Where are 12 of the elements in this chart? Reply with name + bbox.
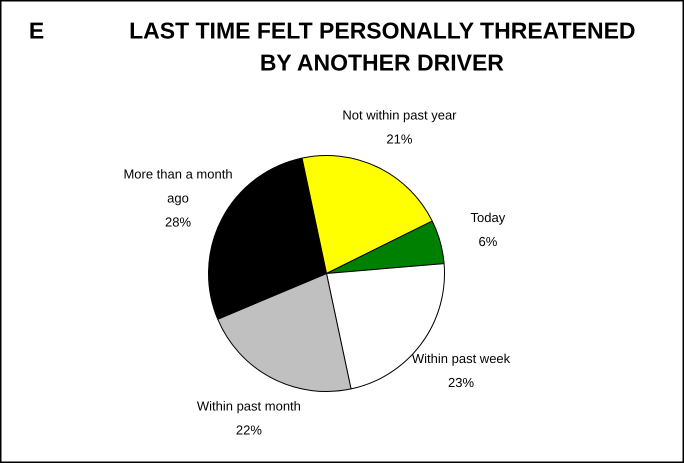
text: E xyxy=(28,18,44,44)
slice-label: Today xyxy=(470,210,506,226)
slice-label: Within past week xyxy=(412,351,511,366)
slice-label: Not within past year xyxy=(342,107,458,122)
data-label: 28% xyxy=(165,214,192,230)
data-label: 21% xyxy=(386,131,413,146)
chart-title: LAST TIME FELT PERSONALLY THREATENED BY ANOTHER DRIVER xyxy=(129,18,636,76)
slice-label: More than a month ago xyxy=(123,166,233,206)
data-label: 6% xyxy=(478,234,498,250)
data-label: 23% xyxy=(448,375,474,390)
data-label: 22% xyxy=(236,422,262,438)
slice-label: Within past month xyxy=(196,398,301,414)
